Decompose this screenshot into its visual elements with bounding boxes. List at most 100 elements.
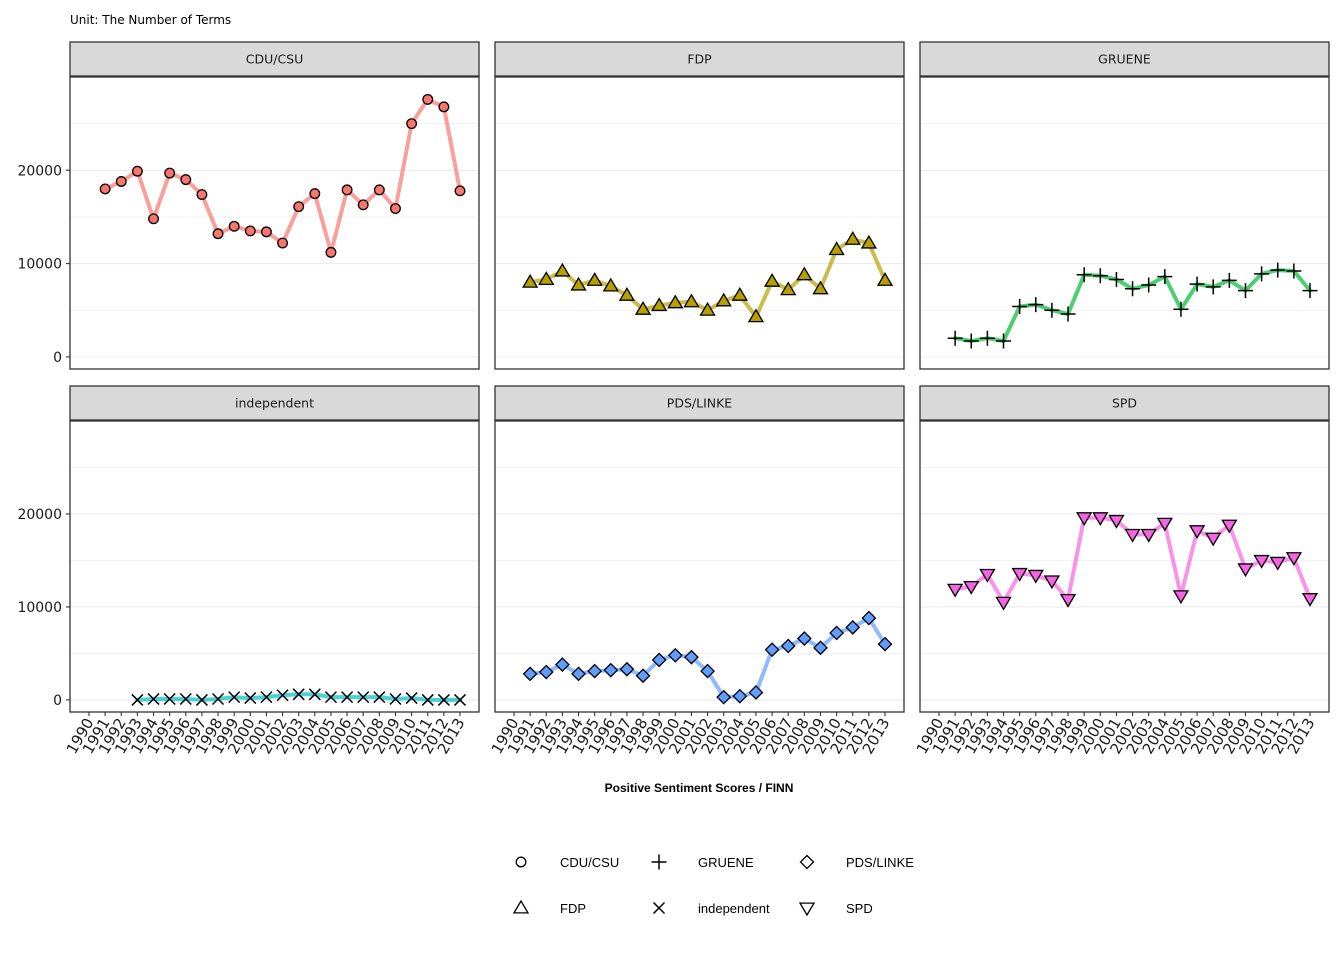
legend-label: PDS/LINKE: [846, 855, 914, 870]
data-point: [1125, 281, 1141, 297]
data-point: [277, 237, 289, 249]
data-point: [373, 691, 386, 704]
data-point: [454, 185, 466, 197]
data-point: [292, 688, 305, 701]
data-point: [667, 294, 684, 309]
data-point: [244, 225, 256, 237]
data-point: [1237, 283, 1253, 299]
data-point: [341, 691, 354, 704]
data-point: [309, 188, 321, 200]
data-point: [845, 619, 861, 635]
data-point: [1269, 556, 1286, 571]
data-point: [860, 234, 878, 249]
data-point: [554, 657, 570, 673]
legend-key-gruene-icon: [651, 854, 667, 870]
data-point: [1092, 512, 1109, 526]
data-point: [1011, 567, 1028, 582]
data-point: [996, 333, 1012, 349]
data-point: [979, 330, 995, 346]
data-point: [260, 691, 273, 704]
legend-item-gruene: GRUENE: [651, 854, 754, 870]
data-point: [1076, 512, 1093, 526]
data-point: [357, 691, 370, 704]
data-point: [438, 101, 450, 113]
data-point: [876, 272, 894, 286]
data-point: [1237, 563, 1254, 578]
data-point: [877, 636, 893, 652]
data-point: [1124, 528, 1141, 543]
data-point: [812, 280, 829, 295]
data-point: [164, 167, 176, 179]
data-point: [667, 647, 683, 663]
data-point: [813, 640, 828, 656]
data-point: [1253, 554, 1270, 569]
facet-strip: [69, 385, 480, 421]
data-point: [1043, 575, 1061, 590]
data-point: [587, 663, 603, 679]
panel-border: [494, 420, 905, 713]
legend: CDU/CSU FDP GRUENE independent PDS/LINKE SPD: [512, 854, 914, 917]
facet-panel-gruene: GRUENE: [919, 41, 1330, 370]
data-point: [163, 692, 176, 706]
data-point: [780, 638, 796, 654]
legend-item-independent: independent: [652, 901, 770, 916]
data-point: [131, 693, 144, 706]
data-point: [406, 118, 418, 130]
data-point: [389, 692, 402, 706]
data-point: [357, 199, 369, 211]
facet-strip-label: PDS/LINKE: [667, 396, 733, 411]
data-point: [131, 165, 143, 177]
data-point: [148, 213, 159, 225]
data-point: [635, 668, 651, 684]
facet-strip: [494, 41, 905, 77]
data-point: [260, 226, 272, 238]
data-point: [1188, 525, 1206, 539]
data-point: [1221, 519, 1238, 534]
legend-label: GRUENE: [698, 855, 754, 870]
panel-background: [920, 77, 1329, 369]
panel-border: [919, 76, 1330, 370]
data-point: [747, 308, 765, 323]
data-point: [276, 689, 289, 702]
data-point: [1156, 517, 1173, 532]
facet-panel-fdp: FDP: [494, 41, 905, 370]
y-tick-label: 10000: [17, 257, 62, 273]
data-point: [1140, 528, 1157, 543]
data-point: [1108, 514, 1125, 529]
data-point: [1028, 297, 1044, 313]
data-point: [390, 203, 401, 214]
data-point: [228, 691, 241, 704]
data-point: [1059, 593, 1077, 608]
chart-subtitle: Unit: The Number of Terms: [70, 13, 231, 27]
data-point: [699, 301, 716, 316]
legend-label: CDU/CSU: [560, 855, 619, 870]
data-point: [963, 333, 979, 349]
facet-panel-pds-linke: PDS/LINKE: [494, 385, 905, 713]
facet-panel-independent: independent 0 10000 20000: [17, 385, 480, 713]
legend-key-independent-icon: [652, 901, 666, 915]
facet-strip-label: GRUENE: [1098, 52, 1151, 67]
data-point: [1285, 552, 1303, 566]
data-point: [1205, 532, 1222, 547]
legend-key-fdp-icon: [512, 899, 530, 914]
data-point: [373, 184, 385, 196]
data-point: [619, 661, 635, 677]
facet-panel-spd: SPD: [919, 385, 1330, 713]
legend-key-pds-linke-icon: [799, 854, 815, 870]
data-point: [421, 693, 434, 706]
y-tick-label: 0: [53, 693, 62, 709]
data-point: [293, 201, 305, 213]
data-point: [522, 666, 538, 682]
panel-background: [495, 77, 904, 369]
data-point: [341, 184, 353, 196]
panel-border: [494, 76, 905, 370]
data-point: [1173, 301, 1189, 317]
y-tick-label: 0: [53, 350, 62, 366]
data-point: [780, 281, 797, 296]
panel-background: [920, 421, 1329, 712]
data-point: [586, 272, 603, 286]
data-point: [1108, 271, 1124, 287]
data-point: [1172, 590, 1190, 605]
data-point: [731, 287, 748, 301]
data-point: [828, 241, 845, 256]
